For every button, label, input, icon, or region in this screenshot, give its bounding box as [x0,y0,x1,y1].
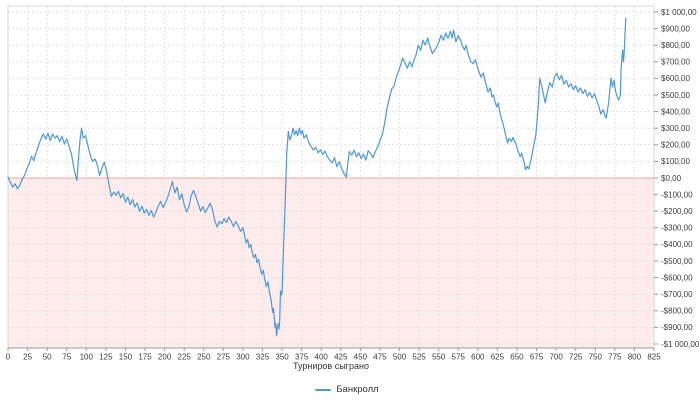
svg-text:750: 750 [589,353,603,362]
svg-text:475: 475 [373,353,387,362]
svg-text:300: 300 [236,353,250,362]
svg-text:125: 125 [99,353,113,362]
svg-text:-$300,00: -$300,00 [661,224,693,233]
svg-text:725: 725 [569,353,583,362]
svg-text:-$100,00: -$100,00 [661,190,693,199]
svg-text:75: 75 [62,353,71,362]
svg-text:675: 675 [530,353,544,362]
x-axis-title: Турниров сыграно [293,361,369,371]
svg-text:775: 775 [608,353,622,362]
svg-text:325: 325 [256,353,270,362]
svg-text:650: 650 [510,353,524,362]
svg-text:-$1 000,00: -$1 000,00 [661,340,700,349]
svg-text:$100,00: $100,00 [661,157,690,166]
svg-text:625: 625 [491,353,505,362]
legend-line-icon [315,388,332,391]
svg-text:-$900,00: -$900,00 [661,323,693,332]
svg-text:200: 200 [158,353,172,362]
svg-text:$0,00: $0,00 [661,174,682,183]
svg-text:-$200,00: -$200,00 [661,207,693,216]
svg-text:25: 25 [23,353,32,362]
svg-text:-$400,00: -$400,00 [661,240,693,249]
svg-text:$700,00: $700,00 [661,58,690,67]
svg-text:$600,00: $600,00 [661,74,690,83]
svg-text:350: 350 [275,353,289,362]
svg-text:575: 575 [452,353,466,362]
svg-text:600: 600 [471,353,485,362]
svg-text:-$800,00: -$800,00 [661,307,693,316]
svg-text:175: 175 [138,353,152,362]
legend[interactable]: Банкролл [0,384,694,395]
svg-text:50: 50 [43,353,52,362]
svg-text:400: 400 [315,353,329,362]
svg-text:$1 000,00: $1 000,00 [661,8,697,17]
svg-text:525: 525 [412,353,426,362]
svg-text:$400,00: $400,00 [661,107,690,116]
svg-text:250: 250 [197,353,211,362]
svg-text:700: 700 [549,353,563,362]
svg-text:225: 225 [178,353,192,362]
legend-series-label: Банкролл [336,384,379,395]
svg-text:0: 0 [6,353,11,362]
svg-text:275: 275 [217,353,231,362]
svg-text:-$700,00: -$700,00 [661,290,693,299]
svg-text:825: 825 [647,353,661,362]
svg-text:450: 450 [354,353,368,362]
svg-text:$300,00: $300,00 [661,124,690,133]
svg-text:500: 500 [393,353,407,362]
svg-text:100: 100 [80,353,94,362]
svg-text:425: 425 [334,353,348,362]
svg-text:$500,00: $500,00 [661,91,690,100]
svg-text:150: 150 [119,353,133,362]
svg-text:800: 800 [628,353,642,362]
bankroll-plot-area[interactable]: 0 25 50 75 100 125 150 175 200 225 250 275 300 325 350… [0,0,700,374]
svg-text:$900,00: $900,00 [661,24,690,33]
svg-text:$200,00: $200,00 [661,141,690,150]
svg-text:550: 550 [432,353,446,362]
svg-text:$800,00: $800,00 [661,41,690,50]
svg-text:-$600,00: -$600,00 [661,273,693,282]
svg-text:375: 375 [295,353,309,362]
svg-text:-$500,00: -$500,00 [661,257,693,266]
